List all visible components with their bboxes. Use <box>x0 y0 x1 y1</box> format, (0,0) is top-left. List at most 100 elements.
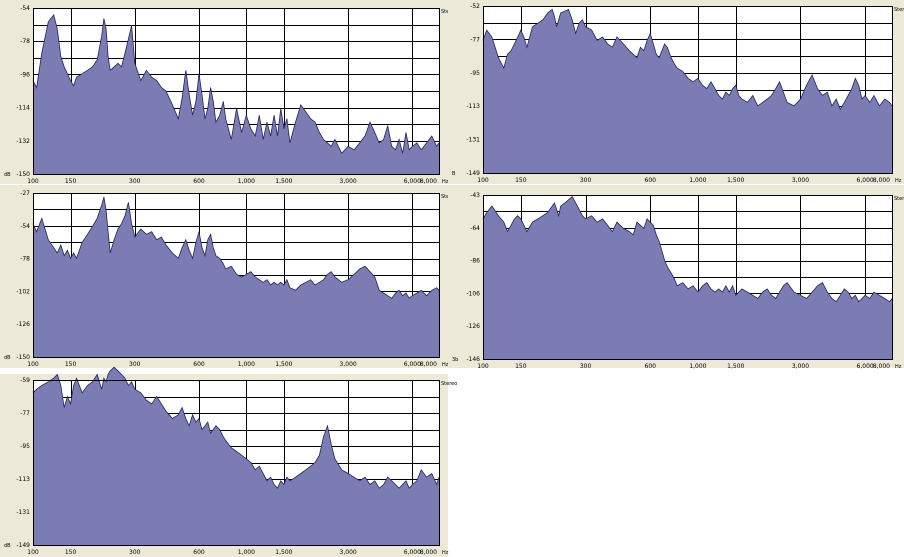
y-tick-label: -126 <box>466 323 480 330</box>
y-tick-label: -78 <box>20 256 30 263</box>
x-unit-label: Hz <box>895 364 902 370</box>
x-tick-label: 150 <box>65 361 77 368</box>
x-tick-label: 6,000 <box>404 361 421 368</box>
x-tick-label: 150 <box>515 363 527 370</box>
x-tick-label: 3,000 <box>340 178 357 185</box>
spectrum-chart-2: -52 -77 -95 -113 -131 -149 B 100 150 300 600 1,000 1… <box>448 0 904 184</box>
x-tick-label: 6,000 <box>857 363 874 370</box>
x-tick-label: 1,000 <box>238 361 255 368</box>
y-tick-label: -64 <box>470 225 480 232</box>
spectrum-curve <box>482 195 893 303</box>
x-tick-label: 1,500 <box>275 549 292 556</box>
x-tick-label: 150 <box>65 549 77 556</box>
y-tick-label: -132 <box>16 138 30 145</box>
spectrum-chart-4: -43 -64 -86 -106 -126 -146 3b 100 150 300 600 1,000… <box>448 185 904 370</box>
x-tick-label: 150 <box>65 178 77 185</box>
channel-label: Stereo <box>441 381 457 387</box>
x-tick-label: 100 <box>27 178 39 185</box>
x-tick-label: 8,000 <box>420 361 437 368</box>
plot-border <box>483 6 893 174</box>
y-unit-label: dB <box>4 355 11 361</box>
x-tick-label: 6,000 <box>857 177 874 184</box>
y-tick-label: -113 <box>466 103 480 110</box>
y-unit-label: B <box>452 171 456 177</box>
spectrum-curve <box>32 14 440 155</box>
x-tick-label: 300 <box>580 363 592 370</box>
x-unit-label: Hz <box>895 178 902 184</box>
x-tick-label: 6,000 <box>404 178 421 185</box>
x-tick-label: 1,500 <box>727 363 744 370</box>
y-tick-label: -146 <box>466 356 480 363</box>
spectrum-chart-1: -54 -78 -96 -114 -132 -150 dB 100 150 300 600 1,000… <box>0 0 457 185</box>
x-tick-label: 1,000 <box>238 178 255 185</box>
plot-border <box>33 8 440 175</box>
x-tick-label: 300 <box>129 361 141 368</box>
x-tick-label: 600 <box>645 177 657 184</box>
x-tick-label: 1,500 <box>275 361 292 368</box>
plot-border <box>33 193 440 358</box>
x-unit-label: Hz <box>442 179 449 185</box>
y-tick-label: -43 <box>470 192 480 199</box>
x-tick-label: 600 <box>193 549 205 556</box>
x-tick-label: 600 <box>193 178 205 185</box>
x-tick-label: 100 <box>477 363 489 370</box>
spectrum-area <box>33 367 439 545</box>
x-tick-label: 600 <box>193 361 205 368</box>
y-tick-label: -95 <box>20 443 30 450</box>
y-tick-label: -106 <box>466 290 480 297</box>
channel-label: Stereo <box>894 196 904 202</box>
y-tick-label: -54 <box>20 5 30 12</box>
x-tick-label: 300 <box>580 177 592 184</box>
y-tick-label: -78 <box>20 38 30 45</box>
y-tick-label: -131 <box>16 509 30 516</box>
y-tick-label: -96 <box>20 71 30 78</box>
x-tick-label: 1,000 <box>689 363 706 370</box>
plot-border <box>483 195 893 360</box>
spectrum-chart-5: -59 -77 -95 -113 -131 -149 dB 100 150 300 600 1,000… <box>0 366 457 557</box>
y-tick-label: -102 <box>16 288 30 295</box>
y-tick-label: -77 <box>470 36 480 43</box>
spectrum-curve <box>32 196 440 299</box>
x-tick-label: 300 <box>129 178 141 185</box>
y-tick-label: -86 <box>470 258 480 265</box>
channel-label: Stereo <box>894 7 904 13</box>
x-tick-label: 3,000 <box>792 363 809 370</box>
x-tick-label: 3,000 <box>340 549 357 556</box>
x-tick-label: 100 <box>27 361 39 368</box>
x-tick-label: 8,000 <box>420 178 437 185</box>
y-tick-label: -113 <box>16 476 30 483</box>
x-tick-label: 8,000 <box>420 549 437 556</box>
x-tick-label: 6,000 <box>404 549 421 556</box>
spectrum-area <box>483 196 892 359</box>
x-tick-label: 1,000 <box>689 177 706 184</box>
y-tick-label: -114 <box>16 105 30 112</box>
x-tick-label: 3,000 <box>792 177 809 184</box>
y-tick-label: -131 <box>466 137 480 144</box>
spectrum-area <box>483 9 892 174</box>
x-tick-label: 1,500 <box>275 178 292 185</box>
y-tick-label: -27 <box>20 190 30 197</box>
y-tick-label: -77 <box>20 410 30 417</box>
x-tick-label: 100 <box>27 549 39 556</box>
y-tick-label: -149 <box>466 170 480 177</box>
x-tick-label: 600 <box>645 363 657 370</box>
x-tick-label: 8,000 <box>873 177 890 184</box>
x-tick-label: 300 <box>129 549 141 556</box>
plot-border <box>33 380 440 546</box>
x-tick-label: 100 <box>477 177 489 184</box>
spectrum-curve <box>482 8 893 111</box>
x-tick-label: 1,500 <box>727 177 744 184</box>
y-unit-label: 3b <box>452 357 458 363</box>
x-unit-label: Hz <box>442 550 449 556</box>
y-tick-label: -150 <box>16 354 30 361</box>
y-tick-label: -95 <box>470 70 480 77</box>
spectrum-chart-3: -27 -54 -78 -102 -126 -150 dB 100 150 300 600 1,000… <box>0 185 457 368</box>
x-tick-label: 1,000 <box>238 549 255 556</box>
x-unit-label: Hz <box>442 362 449 368</box>
x-tick-label: 3,000 <box>340 361 357 368</box>
y-tick-label: -59 <box>20 377 30 384</box>
x-tick-label: 150 <box>515 177 527 184</box>
spectrum-curve <box>32 366 440 489</box>
y-tick-label: -150 <box>16 171 30 178</box>
